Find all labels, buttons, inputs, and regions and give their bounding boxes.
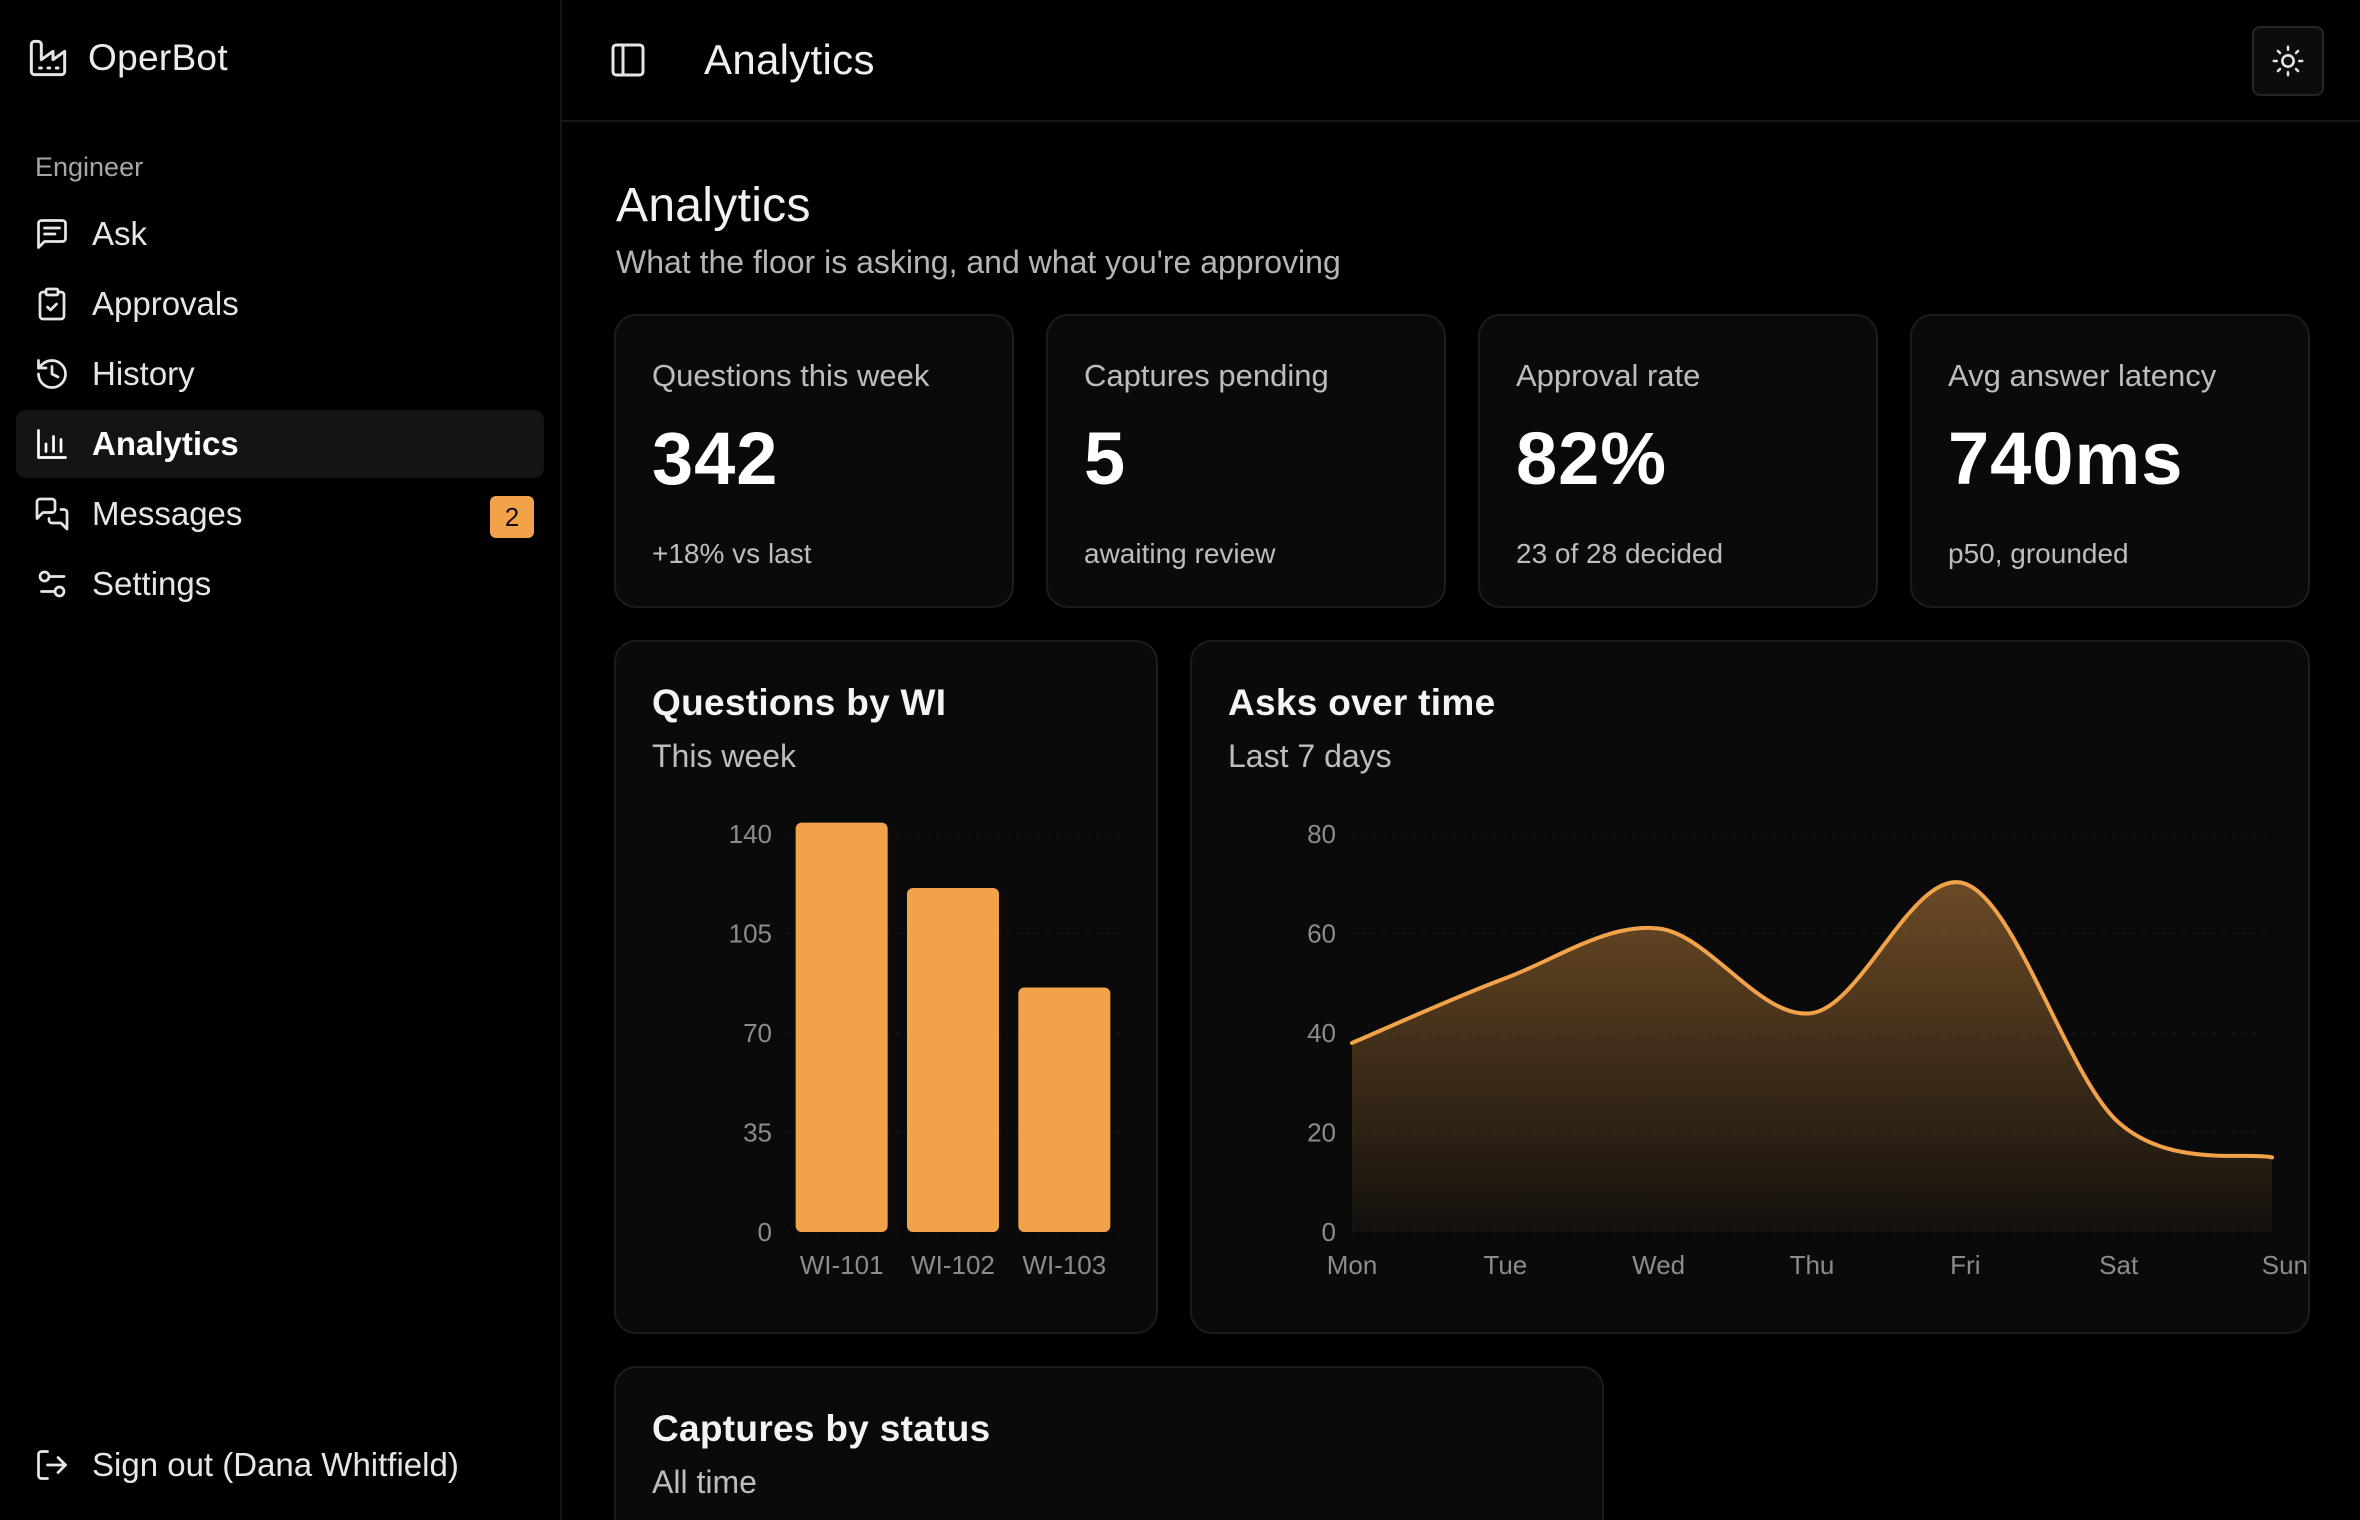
bar-chart-icon bbox=[37, 429, 67, 459]
y-tick-label: 35 bbox=[743, 1118, 772, 1148]
questions-by-wi-card: Questions by WI This week 0 35 70 105 140 WI-… bbox=[614, 640, 1158, 1334]
chart-subtitle: All time bbox=[652, 1464, 757, 1500]
x-tick-label: Mon bbox=[1327, 1250, 1378, 1280]
page-title: Analytics bbox=[616, 179, 811, 232]
y-tick-label: 105 bbox=[729, 919, 772, 949]
captures-by-status-card: Captures by status All time bbox=[614, 1366, 1604, 1520]
y-tick-label: 140 bbox=[729, 819, 772, 849]
stat-card-approval-rate: Approval rate 82% 23 of 28 decided bbox=[1478, 314, 1878, 608]
area-chart: 0 20 40 60 80 Mon Tue Wed Thu Fri Sat Sun bbox=[1307, 819, 2308, 1280]
x-tick-label: Tue bbox=[1483, 1250, 1527, 1280]
chart-title: Questions by WI bbox=[652, 682, 947, 723]
stat-card-questions: Questions this week 342 +18% vs last bbox=[614, 314, 1014, 608]
x-tick-label: WI-103 bbox=[1022, 1250, 1106, 1280]
sidebar-item-messages[interactable]: Messages 2 bbox=[16, 480, 544, 548]
chart-subtitle: This week bbox=[652, 738, 797, 774]
y-tick-label: 0 bbox=[1322, 1217, 1336, 1247]
sidebar-section-label: Engineer bbox=[35, 152, 144, 182]
messages-icon bbox=[35, 497, 69, 531]
x-tick-label: Wed bbox=[1632, 1250, 1685, 1280]
area-fill bbox=[1352, 882, 2272, 1232]
asks-over-time-card: Asks over time Last 7 days 0 20 40 60 80 Mon T… bbox=[1190, 640, 2310, 1334]
stat-value: 82% bbox=[1516, 417, 1668, 500]
clipboard-check-icon bbox=[38, 287, 66, 321]
bar bbox=[907, 888, 999, 1232]
y-tick-label: 20 bbox=[1307, 1118, 1336, 1148]
stat-note: 23 of 28 decided bbox=[1516, 538, 1724, 569]
sidebar: OperBot Engineer Ask Approvals bbox=[0, 0, 562, 1520]
sidebar-item-analytics[interactable]: Analytics bbox=[16, 410, 544, 478]
stat-note: +18% vs last bbox=[652, 538, 812, 569]
y-tick-label: 70 bbox=[743, 1018, 772, 1048]
sidebar-nav: Ask Approvals History bbox=[16, 200, 544, 620]
chart-title: Asks over time bbox=[1228, 682, 1496, 723]
stat-card-latency: Avg answer latency 740ms p50, grounded bbox=[1910, 314, 2310, 608]
x-tick-label: Sat bbox=[2099, 1250, 2139, 1280]
x-tick-label: WI-102 bbox=[911, 1250, 995, 1280]
stat-note: awaiting review bbox=[1084, 538, 1276, 569]
sidebar-item-history[interactable]: History bbox=[16, 340, 544, 408]
stat-label: Questions this week bbox=[652, 358, 930, 393]
top-bar: Analytics bbox=[562, 0, 2360, 122]
log-out-icon bbox=[37, 1450, 67, 1480]
sign-out-label: Sign out (Dana Whitfield) bbox=[92, 1446, 459, 1483]
series-line bbox=[1350, 880, 2274, 1160]
sun-icon bbox=[2272, 45, 2304, 77]
sidebar-item-approvals[interactable]: Approvals bbox=[16, 270, 544, 338]
y-tick-label: 40 bbox=[1307, 1018, 1336, 1048]
sign-out-button[interactable]: Sign out (Dana Whitfield) bbox=[34, 1446, 459, 1484]
stat-label: Avg answer latency bbox=[1948, 358, 2217, 393]
sidebar-item-label: Approvals bbox=[92, 285, 239, 322]
chart-subtitle: Last 7 days bbox=[1228, 738, 1392, 774]
chart-title: Captures by status bbox=[652, 1408, 991, 1449]
y-tick-label: 80 bbox=[1307, 819, 1336, 849]
messages-count-badge: 2 bbox=[490, 496, 534, 538]
message-square-icon bbox=[37, 219, 67, 249]
sidebar-item-label: Settings bbox=[92, 565, 212, 602]
brand-name: OperBot bbox=[88, 37, 228, 78]
history-icon bbox=[37, 359, 67, 389]
x-tick-label: Fri bbox=[1950, 1250, 1980, 1280]
header-title: Analytics bbox=[704, 36, 875, 83]
stat-label: Captures pending bbox=[1084, 358, 1329, 393]
sidebar-item-label: History bbox=[92, 355, 195, 392]
theme-toggle-button[interactable] bbox=[2252, 26, 2324, 96]
page-subtitle: What the floor is asking, and what you'r… bbox=[616, 244, 1341, 280]
stat-value: 740ms bbox=[1948, 417, 2184, 500]
bar-chart: 0 35 70 105 140 WI-101 WI-102 WI-103 bbox=[729, 819, 1120, 1280]
stat-card-captures: Captures pending 5 awaiting review bbox=[1046, 314, 1446, 608]
sidebar-item-label: Messages bbox=[92, 495, 243, 532]
sidebar-item-label: Ask bbox=[92, 215, 148, 252]
stat-note: p50, grounded bbox=[1948, 538, 2129, 569]
stat-value: 5 bbox=[1084, 417, 1127, 500]
factory-icon bbox=[29, 39, 67, 77]
x-tick-label: Sun bbox=[2262, 1250, 2308, 1280]
stat-label: Approval rate bbox=[1516, 358, 1701, 393]
sidebar-item-settings[interactable]: Settings bbox=[16, 550, 544, 618]
bar bbox=[1018, 987, 1111, 1232]
y-tick-label: 60 bbox=[1307, 919, 1336, 949]
sidebar-item-ask[interactable]: Ask bbox=[16, 200, 544, 268]
y-tick-label: 0 bbox=[758, 1217, 772, 1247]
sidebar-item-label: Analytics bbox=[92, 425, 239, 462]
panel-left-icon[interactable] bbox=[608, 40, 648, 80]
x-tick-label: Thu bbox=[1790, 1250, 1835, 1280]
brand[interactable]: OperBot bbox=[28, 34, 228, 82]
sliders-icon bbox=[38, 570, 66, 598]
bar bbox=[795, 822, 888, 1232]
stat-value: 342 bbox=[652, 417, 779, 500]
x-tick-label: WI-101 bbox=[800, 1250, 884, 1280]
